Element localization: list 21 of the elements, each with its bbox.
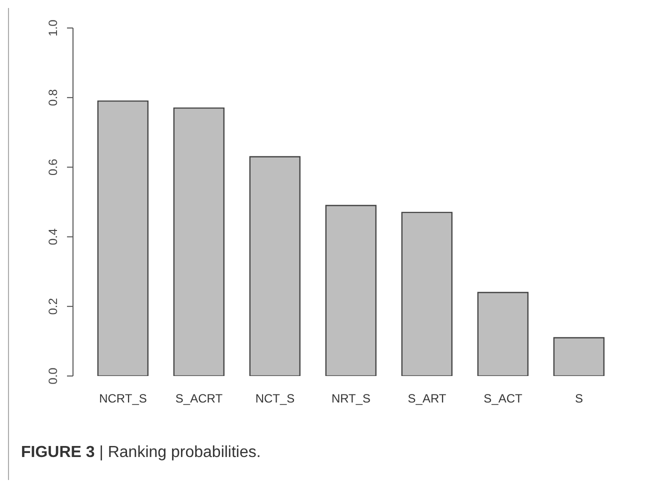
x-tick-label: S_ACRT bbox=[175, 392, 224, 406]
bar bbox=[173, 107, 225, 376]
x-tick-label: NRT_S bbox=[331, 392, 371, 406]
bar bbox=[249, 156, 301, 376]
x-tick-label: NCT_S bbox=[255, 392, 295, 406]
bar bbox=[97, 100, 149, 376]
y-tick-label: 0.2 bbox=[46, 298, 60, 315]
x-tick-label: S_ACT bbox=[484, 392, 524, 406]
y-tick-label: 0.0 bbox=[46, 367, 60, 384]
caption: FIGURE 3 | Ranking probabilities. bbox=[21, 444, 261, 462]
y-tick-label: 0.4 bbox=[46, 228, 60, 246]
x-tick-label: NCRT_S bbox=[99, 392, 147, 406]
x-tick-label: S_ART bbox=[408, 392, 447, 406]
bar bbox=[477, 292, 529, 376]
x-tick-label: S bbox=[574, 392, 584, 406]
bar bbox=[401, 212, 453, 376]
y-tick-label: 1.0 bbox=[46, 19, 60, 36]
bar bbox=[325, 204, 377, 376]
y-tick-label: 0.8 bbox=[46, 88, 60, 106]
bar bbox=[553, 337, 605, 376]
y-tick-label: 0.6 bbox=[46, 158, 60, 176]
